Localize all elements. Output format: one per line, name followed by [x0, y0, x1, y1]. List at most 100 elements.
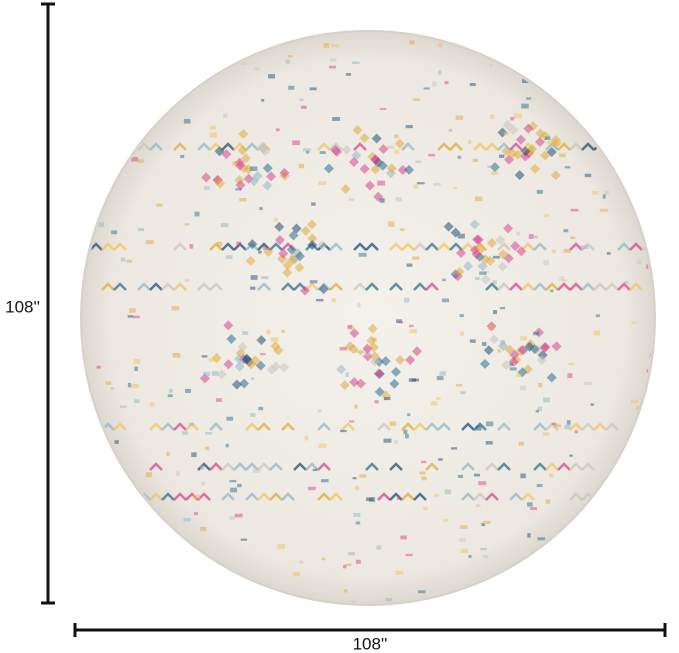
pattern-stroke [352, 61, 360, 65]
pattern-stroke [425, 282, 439, 291]
pattern-stroke [89, 492, 103, 501]
pattern-stroke [89, 142, 103, 151]
pattern-stroke [129, 593, 134, 599]
pattern-stroke [317, 462, 331, 471]
pattern-stroke [604, 48, 611, 52]
pattern-stroke [101, 242, 115, 251]
pattern-stroke [104, 97, 109, 103]
pattern-stroke [176, 471, 180, 476]
pattern-stroke [306, 150, 310, 154]
pattern-stroke [221, 492, 235, 501]
pattern-stroke [378, 144, 389, 155]
pattern-stroke [448, 598, 455, 601]
pattern-stroke [394, 149, 400, 154]
pattern-stroke [96, 365, 101, 369]
pattern-stroke [339, 346, 348, 351]
pattern-stroke [136, 46, 143, 50]
pattern-stroke [503, 223, 514, 234]
pattern-stroke [473, 142, 487, 151]
pattern-stroke [238, 579, 245, 584]
pattern-stroke [321, 557, 326, 561]
pattern-stroke [355, 378, 366, 389]
pattern-stroke [423, 87, 430, 90]
pattern-stroke [131, 383, 139, 389]
pattern-stroke [646, 141, 652, 146]
pattern-stroke [266, 364, 277, 375]
pattern-stroke [345, 563, 352, 566]
pattern-stroke [223, 320, 234, 331]
pattern-stroke [640, 167, 647, 170]
pattern-stroke [492, 280, 497, 285]
pattern-stroke [128, 131, 133, 135]
pattern-stroke [189, 243, 194, 249]
pattern-stroke [507, 595, 513, 598]
pattern-stroke [521, 103, 529, 109]
pattern-stroke [126, 259, 133, 263]
pattern-stroke [542, 432, 550, 436]
pattern-stroke [263, 245, 268, 251]
pattern-stroke [419, 471, 426, 475]
pattern-stroke [257, 462, 271, 471]
pattern-stroke [105, 381, 112, 385]
pattern-stroke [469, 339, 476, 343]
pattern-stroke [237, 483, 242, 488]
pattern-stroke [369, 356, 380, 367]
pattern-stroke [374, 400, 379, 404]
pattern-stroke [457, 233, 465, 239]
pattern-stroke [192, 494, 201, 500]
pattern-stroke [357, 302, 361, 308]
pattern-stroke [581, 462, 595, 471]
pattern-stroke [641, 142, 653, 151]
pattern-stroke [536, 189, 543, 194]
pattern-stroke [495, 235, 506, 246]
pattern-stroke [500, 340, 506, 345]
pattern-stroke [194, 511, 198, 516]
pattern-stroke [395, 570, 404, 575]
pattern-stroke [223, 113, 228, 119]
pattern-stroke [270, 337, 279, 342]
pattern-stroke [380, 356, 391, 367]
pattern-stroke [209, 242, 223, 251]
pattern-stroke [399, 228, 405, 232]
pattern-stroke [580, 245, 589, 249]
pattern-stroke [514, 170, 525, 181]
pattern-stroke [311, 202, 316, 206]
pattern-stroke [349, 377, 360, 388]
pattern-stroke [299, 560, 304, 564]
pattern-stroke [593, 330, 601, 336]
pattern-stroke [455, 384, 463, 387]
pattern-stroke [397, 164, 408, 175]
pattern-stroke [343, 564, 347, 569]
pattern-stroke [432, 81, 437, 87]
pattern-stroke [304, 435, 309, 441]
pattern-stroke [281, 282, 295, 291]
pattern-stroke [336, 364, 347, 375]
pattern-stroke [209, 282, 223, 291]
pattern-stroke [543, 213, 550, 217]
pattern-stroke [270, 341, 281, 352]
pattern-stroke [551, 422, 557, 426]
pattern-stroke [405, 553, 413, 557]
pattern-stroke [377, 180, 385, 186]
pattern-stroke [478, 481, 487, 486]
pattern-stroke [566, 420, 571, 425]
pattern-stroke [203, 371, 211, 377]
pattern-stroke [433, 183, 441, 186]
pattern-stroke [551, 341, 562, 352]
pattern-stroke [444, 489, 452, 495]
pattern-stroke [460, 331, 464, 336]
pattern-stroke [437, 242, 451, 251]
pattern-stroke [605, 422, 619, 431]
pattern-stroke [278, 248, 289, 259]
pattern-stroke [397, 495, 401, 500]
pattern-stroke [421, 460, 427, 464]
height-dimension: 108'' [5, 2, 55, 605]
pattern-stroke [460, 525, 468, 529]
pattern-stroke [197, 142, 211, 151]
pattern-stroke [234, 160, 245, 171]
pattern-stroke [317, 422, 331, 431]
pattern-stroke [427, 601, 431, 603]
pattern-stroke [329, 282, 343, 291]
pattern-stroke [617, 578, 621, 584]
